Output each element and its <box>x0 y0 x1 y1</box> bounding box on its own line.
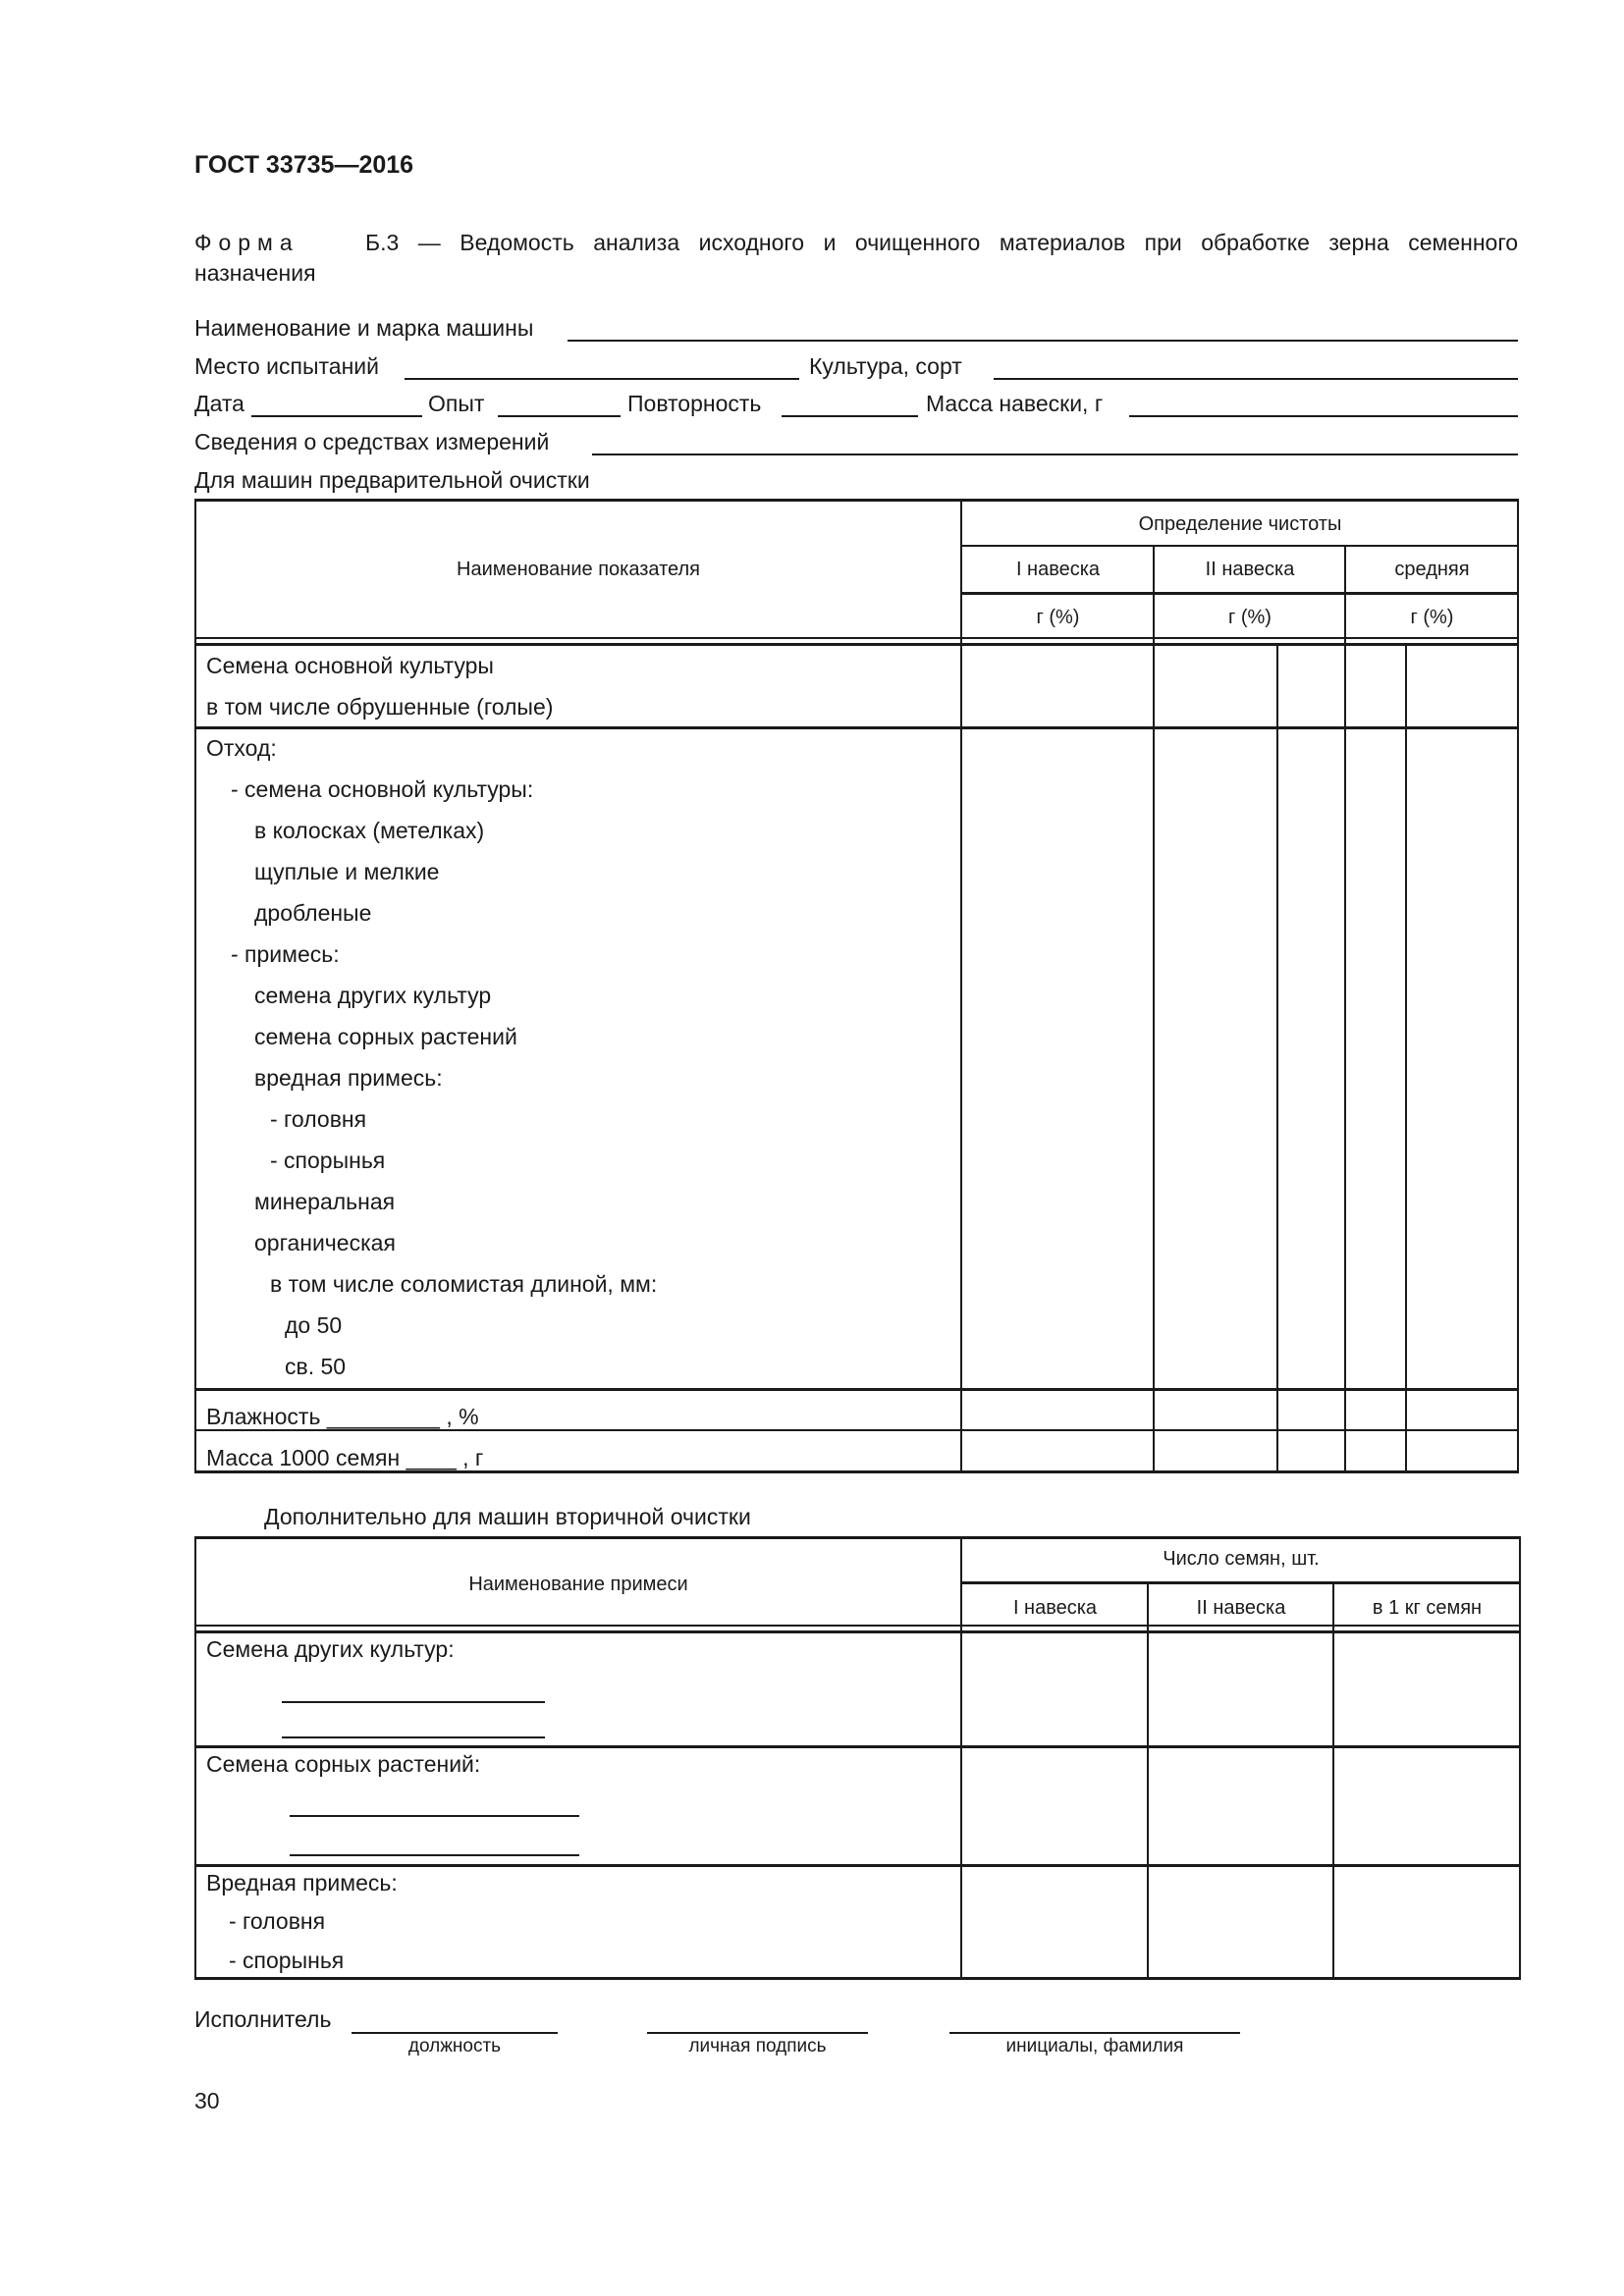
row-label: органическая <box>254 1230 396 1255</box>
row-label: - спорынья <box>270 1148 386 1173</box>
row-smut: - головня <box>229 1908 326 1934</box>
repetition-label: Повторность <box>627 391 762 416</box>
row-label: св. 50 <box>285 1354 347 1379</box>
unit-sample-1: г (%) <box>1036 607 1080 628</box>
row-label: до 50 <box>285 1312 343 1338</box>
form-title-line1: Б.3 — Ведомость анализа исходного и очищ… <box>365 230 1518 255</box>
subheader-sample-2: II навеска <box>1205 559 1295 580</box>
name-field[interactable] <box>949 2032 1240 2034</box>
blank-line[interactable] <box>290 1854 579 1856</box>
row-ergot: - спорынья <box>229 1948 345 1973</box>
row-label: Семена основной культуры <box>206 653 494 678</box>
row-label: - головня <box>270 1106 367 1132</box>
machine-name-field[interactable] <box>568 340 1518 342</box>
position-field[interactable] <box>352 2032 558 2034</box>
instruments-field[interactable] <box>592 454 1518 455</box>
column-header-indicator: Наименование показателя <box>457 559 700 580</box>
blank-line[interactable] <box>282 1736 545 1738</box>
date-field[interactable] <box>251 415 422 417</box>
name-caption: инициалы, фамилия <box>1005 2036 1184 2056</box>
executor-label: Исполнитель <box>194 2006 332 2032</box>
repetition-field[interactable] <box>782 415 918 417</box>
row-label: щуплые и мелкие <box>254 859 440 884</box>
row-harmful-impurity: Вредная примесь: <box>206 1870 398 1896</box>
form-title-line2: назначения <box>194 260 316 286</box>
unit-average: г (%) <box>1410 607 1454 628</box>
subheader-sample-2: II навеска <box>1196 1597 1286 1619</box>
group-header-seed-count: Число семян, шт. <box>1163 1548 1320 1570</box>
blank-line[interactable] <box>282 1701 545 1703</box>
position-caption: должность <box>407 2036 502 2056</box>
row-label: в том числе обрушенные (голые) <box>206 694 554 720</box>
row-label: дробленые <box>254 900 372 926</box>
crop-variety-field[interactable] <box>994 378 1518 380</box>
row-label: вредная примесь: <box>254 1065 443 1091</box>
test-site-field[interactable] <box>405 378 799 380</box>
form-title-prefix: Ф о р м а <box>194 230 293 255</box>
instruments-label: Сведения о средствах измерений <box>194 429 550 454</box>
signature-field[interactable] <box>647 2032 868 2034</box>
test-site-label: Место испытаний <box>194 353 379 379</box>
date-label: Дата <box>194 391 244 416</box>
row-label: Масса 1000 семян ____ , г <box>206 1445 484 1470</box>
column-header-impurity: Наименование примеси <box>468 1574 688 1595</box>
document-code: ГОСТ 33735—2016 <box>194 151 414 179</box>
section1-heading: Для машин предварительной очистки <box>194 467 590 493</box>
subheader-sample-1: I навеска <box>1012 1597 1098 1619</box>
row-label: семена других культур <box>254 983 492 1008</box>
blank-line[interactable] <box>290 1815 579 1817</box>
row-label: - примесь: <box>231 941 340 967</box>
section2-heading: Дополнительно для машин вторичной очистк… <box>264 1504 751 1529</box>
machine-name-label: Наименование и марка машины <box>194 315 534 341</box>
page-number: 30 <box>194 2088 220 2113</box>
crop-variety-label: Культура, сорт <box>809 353 962 379</box>
experiment-label: Опыт <box>428 391 485 416</box>
experiment-field[interactable] <box>498 415 621 417</box>
row-label: семена сорных растений <box>254 1024 517 1049</box>
signature-caption: личная подпись <box>688 2036 827 2056</box>
subheader-per-kg: в 1 кг семян <box>1372 1597 1483 1619</box>
sample-mass-field[interactable] <box>1129 415 1518 417</box>
row-weed-seeds: Семена сорных растений: <box>206 1751 481 1777</box>
row-label: Отход: <box>206 735 277 761</box>
row-label: Влажность _________ , % <box>206 1404 479 1429</box>
unit-sample-2: г (%) <box>1228 607 1272 628</box>
row-label: минеральная <box>254 1189 396 1214</box>
subheader-sample-1: I навеска <box>1015 559 1101 580</box>
row-label: - семена основной культуры: <box>231 776 534 802</box>
row-label: в том числе соломистая длиной, мм: <box>270 1271 658 1297</box>
row-label: в колосках (метелках) <box>254 818 485 843</box>
group-header-purity: Определение чистоты <box>1138 513 1342 535</box>
subheader-average: средняя <box>1394 559 1470 580</box>
row-other-crops: Семена других культур: <box>206 1636 455 1662</box>
sample-mass-label: Масса навески, г <box>926 391 1104 416</box>
